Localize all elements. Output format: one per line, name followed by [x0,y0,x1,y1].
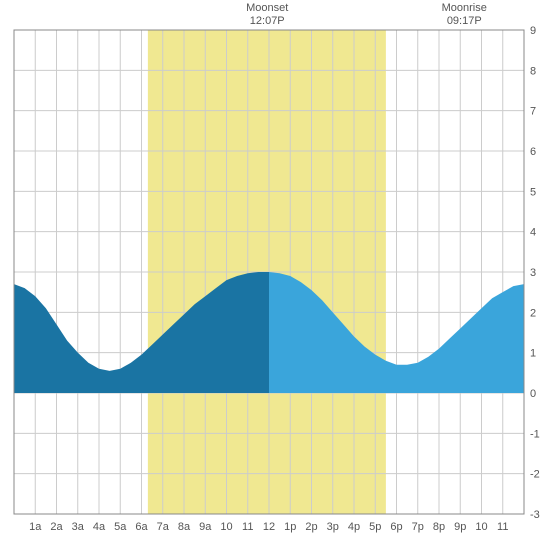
x-tick-label: 4a [93,521,106,533]
y-tick-label: 1 [530,348,536,360]
y-tick-label: 9 [530,25,536,37]
x-tick-label: 8a [178,521,191,533]
x-tick-label: 7a [157,521,170,533]
x-tick-label: 5a [114,521,127,533]
x-tick-label: 9a [199,521,212,533]
x-tick-label: 11 [242,521,253,533]
moonset-label: Moonset [246,2,288,14]
moonset-time: 12:07P [250,15,285,27]
x-tick-label: 3a [72,521,85,533]
y-tick-label: 0 [530,388,536,400]
moonrise-header: Moonrise 09:17P [442,2,487,28]
y-tick-label: -1 [530,428,540,440]
moonrise-time: 09:17P [447,15,482,27]
y-tick-label: 5 [530,186,536,198]
x-tick-label: 5p [369,521,381,533]
x-tick-label: 1p [284,521,296,533]
x-tick-label: 6p [390,521,402,533]
x-tick-label: 2a [50,521,63,533]
tide-chart: 1a2a3a4a5a6a7a8a9a1011121p2p3p4p5p6p7p8p… [0,0,550,550]
moonset-header: Moonset 12:07P [246,2,288,28]
x-tick-label: 11 [497,521,508,533]
tide-chart-container: Moonset 12:07P Moonrise 09:17P 1a 2a 3a 4a 5… [0,0,550,550]
x-tick-label: 1a [29,521,42,533]
y-tick-label: 4 [530,227,536,239]
x-tick-label: 6a [135,521,148,533]
x-tick-label: 3p [327,521,339,533]
x-tick-label: 4p [348,521,360,533]
x-tick-label: 8p [433,521,445,533]
y-tick-label: 2 [530,307,536,319]
x-tick-label: 10 [475,521,487,533]
y-tick-label: -2 [530,469,540,481]
x-tick-label: 10 [220,521,232,533]
x-tick-label: 12 [263,521,275,533]
y-tick-label: -3 [530,509,540,521]
x-tick-label: 7p [412,521,424,533]
y-tick-label: 8 [530,65,536,77]
y-tick-label: 7 [530,106,536,118]
y-tick-label: 6 [530,146,536,158]
x-tick-label: 9p [454,521,466,533]
x-tick-label: 2p [305,521,317,533]
moonrise-label: Moonrise [442,2,487,14]
y-tick-label: 3 [530,267,536,279]
